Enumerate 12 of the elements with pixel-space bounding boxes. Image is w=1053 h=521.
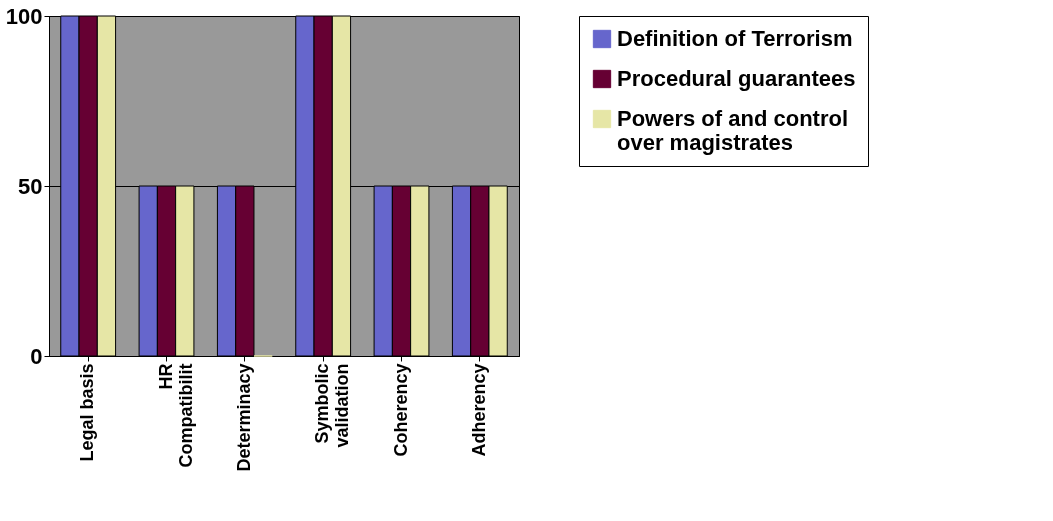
- x-tick-label: HR Compatibilit: [155, 363, 196, 468]
- x-tick-label: Adherency: [468, 363, 489, 457]
- legend-label: Procedural guarantees: [617, 66, 856, 91]
- y-tick-label: 50: [18, 173, 43, 199]
- y-tick-label: 0: [30, 343, 43, 369]
- x-tick-label: Coherency: [390, 363, 411, 457]
- x-tick-label: Legal basis: [77, 363, 98, 462]
- legend-label: Powers of and control over magistrates: [617, 106, 849, 155]
- x-tick-label: Determinacy: [233, 363, 254, 472]
- y-tick-label: 100: [5, 3, 43, 29]
- legend-label: Definition of Terrorism: [617, 26, 853, 51]
- x-tick-label: Symbolic validation: [312, 363, 353, 448]
